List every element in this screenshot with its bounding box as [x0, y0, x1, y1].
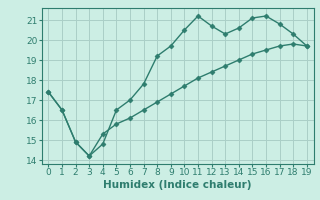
X-axis label: Humidex (Indice chaleur): Humidex (Indice chaleur) [103, 180, 252, 190]
